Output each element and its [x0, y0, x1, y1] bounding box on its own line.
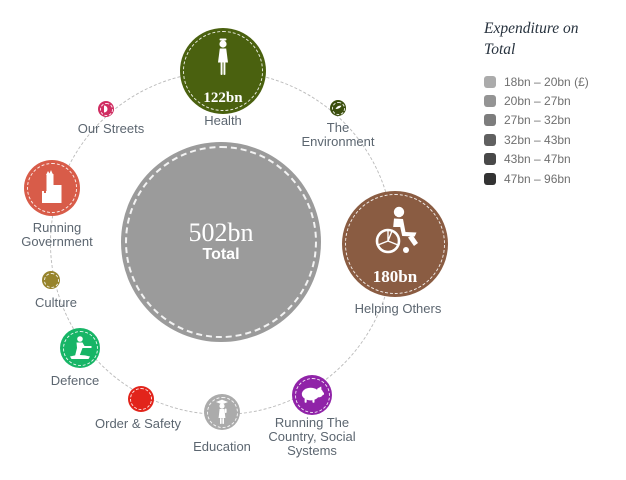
country-social-systems-label: Running The Country, Social Systems — [268, 415, 356, 458]
legend-items: 18bn – 20bn (£) 20bn – 27bn 27bn – 32bn 32b… — [484, 72, 624, 188]
legend-title: Expenditure on Total — [484, 20, 579, 58]
road-icon — [98, 105, 114, 113]
total-value: 502bn — [188, 218, 254, 247]
running-government-label: Running Government — [21, 220, 93, 249]
helping-others-dashed-ring — [345, 194, 445, 294]
legend-swatch — [484, 95, 496, 108]
bubble-running-government[interactable] — [24, 160, 80, 216]
soldier-icon — [60, 335, 100, 360]
legend-item-label: 43bn – 47bn — [504, 152, 571, 167]
legend-item: 20bn – 27bn — [484, 91, 624, 110]
defence-label: Defence — [50, 373, 100, 388]
legend-item-label: 47bn – 96bn — [504, 171, 571, 186]
bubble-helping-others[interactable]: 180bn — [342, 191, 448, 297]
bubble-environment[interactable] — [330, 100, 346, 116]
health-label: Health — [204, 113, 242, 128]
legend-item-label: 18bn – 20bn (£) — [504, 74, 589, 89]
legend-item: 18bn – 20bn (£) — [484, 72, 624, 91]
legend-item: 27bn – 32bn — [484, 111, 624, 130]
legend-swatch — [484, 75, 496, 88]
bubble-order-safety[interactable] — [128, 386, 154, 412]
total-label: Total — [202, 246, 240, 263]
our-streets-dashed-ring — [99, 102, 113, 116]
education-label: Education — [193, 439, 251, 454]
legend-swatch — [484, 172, 496, 185]
environment-dashed-ring — [331, 101, 345, 115]
parliament-icon — [24, 169, 80, 205]
defence-dashed-ring — [62, 330, 98, 366]
bubble-education[interactable] — [204, 394, 240, 430]
graduate-icon — [204, 399, 240, 425]
bubble-defence[interactable] — [60, 328, 100, 368]
culture-dashed-ring — [43, 272, 59, 288]
culture-label: Culture — [35, 295, 77, 310]
legend-swatch — [484, 114, 496, 127]
running-government-dashed-ring — [27, 163, 77, 213]
leaf-icon — [330, 105, 346, 110]
bubble-country-social-systems[interactable] — [292, 375, 332, 415]
legend: Expenditure on Total 18bn – 20bn (£) 20bn… — [484, 18, 624, 188]
legend-item-label: 32bn – 43bn — [504, 132, 571, 147]
bubble-our-streets[interactable] — [98, 101, 114, 117]
legend-item-label: 20bn – 27bn — [504, 94, 571, 109]
bubble-culture[interactable] — [42, 271, 60, 289]
our-streets-label: Our Streets — [77, 121, 145, 136]
legend-item: 32bn – 43bn — [484, 130, 624, 149]
legend-item: 47bn – 96bn — [484, 169, 624, 188]
education-dashed-ring — [206, 396, 238, 428]
bubble-health[interactable]: 122bn — [180, 28, 266, 114]
environment-label: The Environment — [301, 120, 375, 149]
legend-swatch — [484, 153, 496, 166]
total-bubble[interactable]: 502bn Total — [121, 142, 321, 342]
nurse-icon — [180, 37, 266, 83]
order-safety-label: Order & Safety — [95, 416, 181, 431]
wheelchair-icon — [342, 205, 448, 257]
legend-item-label: 27bn – 32bn — [504, 113, 571, 128]
piggy-bank-icon — [292, 385, 332, 404]
legend-item: 43bn – 47bn — [484, 150, 624, 169]
order-safety-dashed-ring — [130, 388, 152, 410]
health-dashed-ring — [183, 31, 263, 111]
helping-others-label: Helping Others — [354, 301, 442, 316]
legend-swatch — [484, 133, 496, 146]
country-dashed-ring — [294, 377, 330, 413]
